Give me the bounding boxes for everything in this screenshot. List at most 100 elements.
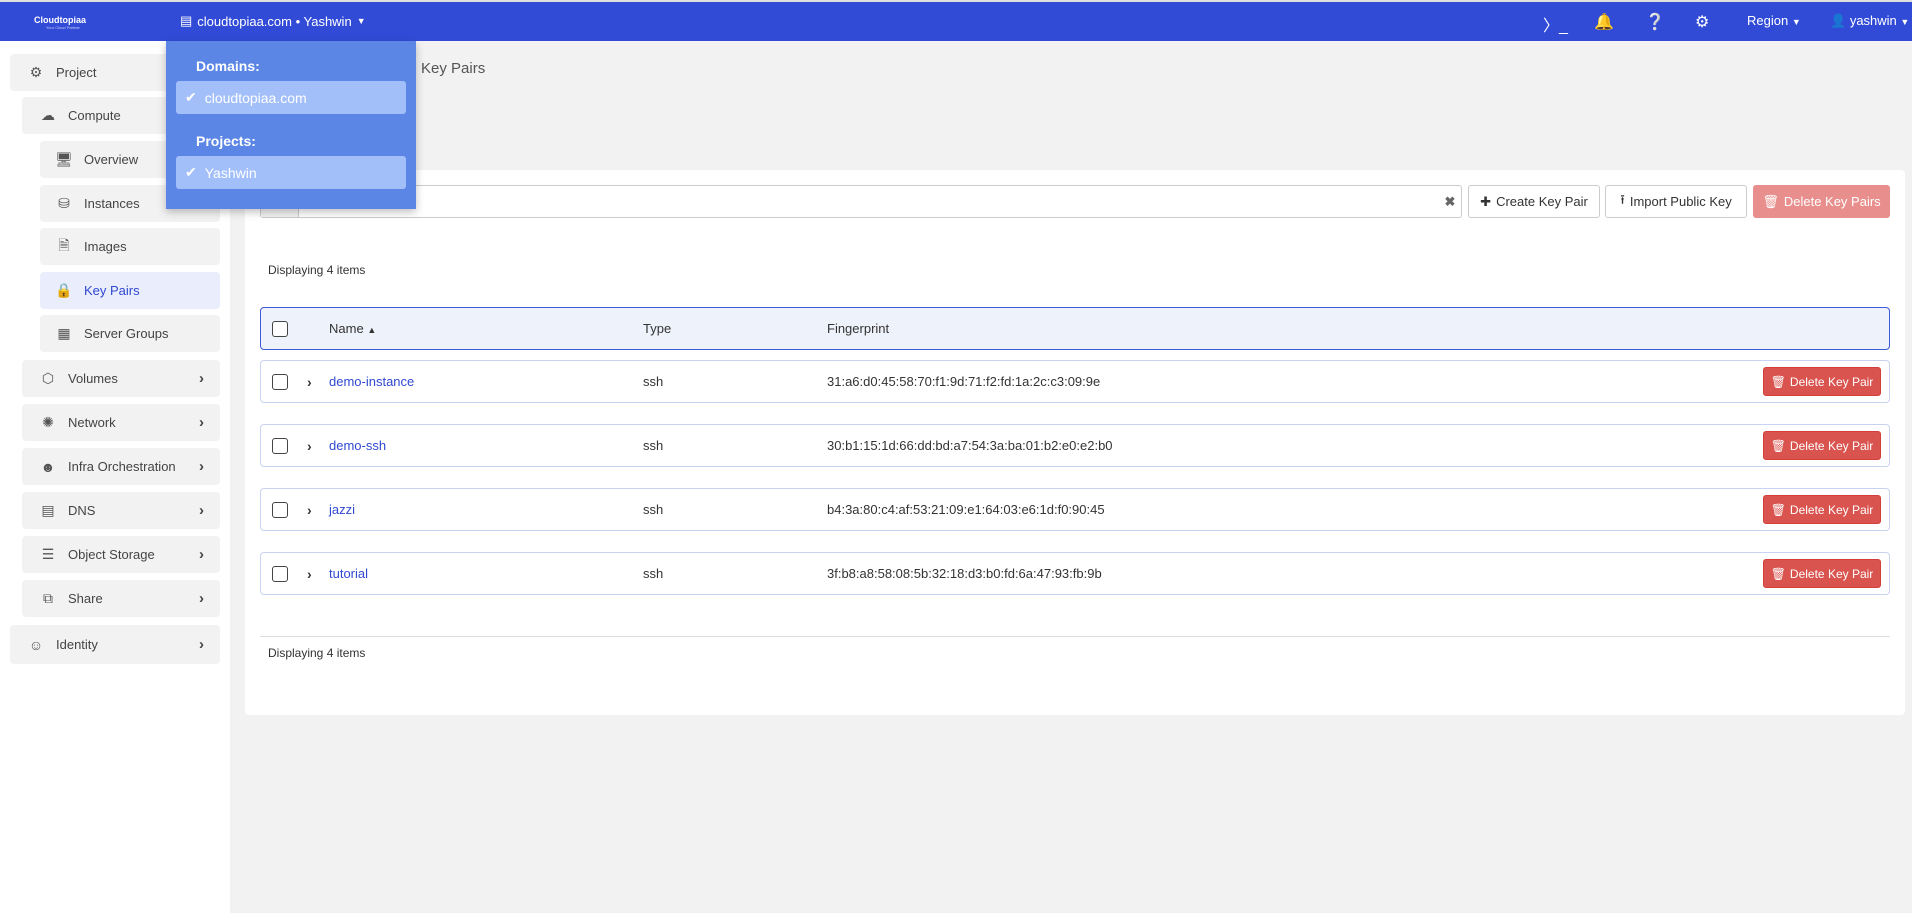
chevron-right-icon: › [199, 636, 204, 653]
copy-icon: ⧉ [43, 590, 53, 606]
server-group-icon: ▦ [57, 325, 71, 341]
expand-chevron-icon[interactable]: › [307, 565, 312, 582]
delete-key-pair-button[interactable]: 🗑 Delete Key Pair [1763, 559, 1881, 588]
sidebar-item-volumes[interactable]: ⬡ Volumes › [22, 360, 220, 397]
delete-key-pair-button[interactable]: 🗑 Delete Key Pair [1763, 431, 1881, 460]
chevron-right-icon: › [199, 502, 204, 519]
table-header: Name ▲ Type Fingerprint [260, 307, 1890, 350]
sidebar-item-dns[interactable]: ▤ DNS › [22, 492, 220, 529]
key-pairs-panel: ✖ ✚Create Key Pair ⭱Import Public Key 🗑D… [245, 170, 1905, 715]
check-icon: ✔ [185, 89, 197, 105]
sidebar-item-share[interactable]: ⧉ Share › [22, 580, 220, 617]
domain-option[interactable]: ✔ cloudtopiaa.com [176, 81, 406, 114]
project-option[interactable]: ✔ Yashwin [176, 156, 406, 189]
region-dropdown[interactable]: Region ▼ [1747, 13, 1801, 28]
expand-chevron-icon[interactable]: › [307, 501, 312, 518]
sidebar-label: Share [68, 591, 103, 606]
row-checkbox[interactable] [272, 501, 288, 518]
sidebar-item-infra-orchestration[interactable]: ☻ Infra Orchestration › [22, 448, 220, 485]
sidebar-label: DNS [68, 503, 96, 518]
user-gear-icon: ☻ [40, 458, 56, 475]
button-label: Delete Key Pairs [1783, 194, 1881, 209]
sidebar-label: Key Pairs [84, 283, 140, 298]
sort-asc-icon: ▲ [367, 325, 377, 335]
network-icon: ✺ [42, 414, 54, 430]
key-pair-fingerprint: b4:3a:80:c4:af:53:21:09:e1:64:03:e6:1d:f… [827, 502, 1105, 517]
logo-text: Cloudtopiaa [34, 15, 86, 25]
trash-icon: 🗑 [1770, 566, 1786, 581]
item-count-top: Displaying 4 items [268, 263, 366, 277]
terminal-icon[interactable]: 〉_ [1543, 18, 1568, 35]
chevron-right-icon: › [199, 458, 204, 475]
sidebar-label: Network [68, 415, 116, 430]
project-selector-label: cloudtopiaa.com • Yashwin [197, 13, 352, 29]
key-pair-name-link[interactable]: tutorial [329, 566, 369, 581]
bell-icon[interactable]: 🔔 [1594, 14, 1614, 31]
project-selector[interactable]: ▤ cloudtopiaa.com • Yashwin ▼ [180, 13, 366, 29]
list-icon: ▤ [180, 13, 193, 28]
logo-tagline: Your Cloud Partner [46, 25, 80, 30]
table-row: › demo-instance ssh 31:a6:d0:45:58:70:f1… [260, 360, 1890, 403]
sidebar-item-identity[interactable]: ☺ Identity › [10, 625, 220, 664]
project-gear-icon: ⚙ [29, 64, 43, 80]
sidebar-label: Compute [68, 108, 121, 123]
caret-down-icon: ▼ [1900, 17, 1910, 27]
expand-chevron-icon[interactable]: › [307, 437, 312, 454]
key-pair-name-link[interactable]: demo-instance [329, 374, 415, 389]
button-label: Delete Key Pair [1789, 502, 1874, 517]
sidebar-label: Volumes [68, 371, 118, 386]
sidebar-label: Object Storage [68, 547, 155, 562]
help-icon[interactable]: ❔ [1645, 14, 1665, 31]
sidebar-item-network[interactable]: ✺ Network › [22, 404, 220, 441]
sidebar-item-server-groups[interactable]: ▦ Server Groups [40, 315, 220, 352]
logo[interactable]: Cloudtopiaa Your Cloud Partner [34, 15, 86, 30]
button-label: Import Public Key [1629, 194, 1732, 209]
name-column-header[interactable]: Name ▲ [329, 321, 376, 336]
user-menu[interactable]: 👤 yashwin ▼ [1830, 13, 1909, 29]
search-input[interactable] [299, 186, 1439, 217]
divider [260, 636, 1890, 637]
key-pair-name-link[interactable]: jazzi [329, 502, 356, 517]
storage-icon: ☰ [41, 546, 55, 562]
fingerprint-column-header: Fingerprint [827, 321, 890, 336]
delete-key-pair-button[interactable]: 🗑 Delete Key Pair [1763, 367, 1881, 396]
document-icon: 🗎 [58, 236, 70, 253]
row-checkbox[interactable] [272, 565, 288, 582]
server-icon: ▤ [41, 502, 55, 518]
chevron-right-icon: › [199, 590, 204, 607]
sidebar-item-object-storage[interactable]: ☰ Object Storage › [22, 536, 220, 573]
table-row: › tutorial ssh 3f:b8:a8:58:08:5b:32:18:d… [260, 552, 1890, 595]
key-lock-icon: 🔒 [55, 282, 73, 298]
key-pair-name-link[interactable]: demo-ssh [329, 438, 387, 453]
sidebar-label: Infra Orchestration [68, 459, 176, 474]
delete-key-pair-button[interactable]: 🗑 Delete Key Pair [1763, 495, 1881, 524]
chevron-right-icon: › [199, 370, 204, 387]
sidebar-label: Images [84, 239, 127, 254]
import-public-key-button[interactable]: ⭱ Import Public Key [1605, 185, 1747, 218]
caret-down-icon: ▼ [356, 16, 366, 26]
domain-option-label: cloudtopiaa.com [204, 89, 307, 106]
sidebar-label: Overview [84, 152, 139, 167]
expand-chevron-icon[interactable]: › [307, 373, 312, 390]
select-all-checkbox[interactable] [272, 320, 288, 337]
sidebar-item-images[interactable]: 🗎 Images [40, 228, 220, 265]
trash-icon: 🗑 [1770, 502, 1786, 517]
user-icon: 👤 [1830, 13, 1847, 28]
trash-icon: 🗑 [1762, 193, 1779, 209]
button-label: Delete Key Pair [1789, 374, 1874, 389]
cube-icon: ⬡ [41, 370, 55, 386]
create-key-pair-button[interactable]: ✚ Create Key Pair [1468, 185, 1600, 218]
clear-search-icon[interactable]: ✖ [1444, 193, 1456, 209]
top-navbar: Cloudtopiaa Your Cloud Partner ▤ cloudtopi… [0, 0, 1912, 41]
key-pair-type: ssh [643, 438, 664, 453]
sidebar-item-key-pairs[interactable]: 🔒 Key Pairs [40, 272, 220, 309]
row-checkbox[interactable] [272, 437, 288, 454]
delete-key-pairs-button[interactable]: 🗑 Delete Key Pairs [1753, 185, 1890, 218]
sidebar-label: Server Groups [84, 326, 169, 341]
gear-icon[interactable]: ⚙ [1695, 14, 1710, 31]
chevron-right-icon: › [199, 546, 204, 563]
user-name: yashwin [1849, 13, 1897, 28]
caret-down-icon: ▼ [1791, 17, 1801, 27]
row-checkbox[interactable] [272, 373, 288, 390]
cloud-icon: ☁ [41, 107, 55, 123]
